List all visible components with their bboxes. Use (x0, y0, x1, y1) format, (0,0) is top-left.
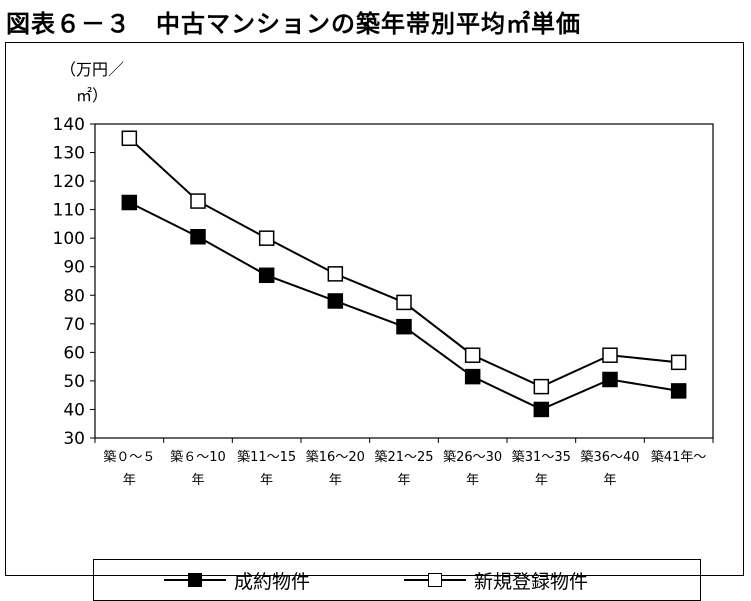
x-tick-label: 築41年～ (651, 450, 707, 465)
x-tick-label-suffix: 年 (329, 473, 342, 488)
open-square-data-point (670, 354, 687, 371)
x-tick-label: 築21～25 (374, 450, 433, 465)
chart-frame: （万円／ ㎡） 30 40 50 60 70 80 90 100 110 120 130 140 築０… (5, 42, 744, 601)
legend-label-new-listing: 新規登録物件 (474, 570, 589, 593)
x-tick-label-suffix: 年 (466, 473, 479, 488)
x-tick-label: 築31～35 (512, 450, 571, 465)
x-tick-label-suffix: 年 (123, 473, 136, 488)
open-square-data-point (121, 130, 138, 147)
y-tick-label: 30 (63, 429, 85, 449)
filled-square-data-point (121, 194, 138, 211)
x-tick-label-suffix: 年 (535, 473, 548, 488)
chart-legend: 成約物件 新規登録物件 (93, 559, 701, 601)
open-square-data-point (602, 347, 618, 363)
open-square-data-point (327, 266, 344, 282)
filled-square-data-point (190, 229, 206, 245)
y-tick-label: 110 (53, 201, 85, 221)
legend-line-contracted (164, 570, 226, 590)
open-square-data-point (258, 230, 275, 246)
open-square-data-point (190, 193, 206, 209)
y-tick-label: 70 (63, 315, 85, 335)
filled-square-data-point (602, 371, 618, 388)
x-tick-label: 築０～５ (103, 450, 155, 465)
x-tick-label: 築16～20 (306, 450, 365, 465)
legend-line-new-listing (404, 570, 466, 590)
y-tick-label: 140 (53, 115, 85, 135)
filled-square-data-point (327, 293, 344, 309)
chart-title: 図表６－３ 中古マンションの築年帯別平均㎡単価 (6, 10, 581, 38)
legend-item-contracted: 成約物件 (164, 560, 310, 600)
legend-label-contracted: 成約物件 (234, 570, 311, 593)
filled-square-data-point (533, 401, 550, 418)
y-tick-label: 40 (63, 400, 85, 420)
x-tick-label: 築36～40 (580, 450, 639, 465)
open-square-data-point (464, 347, 481, 363)
filled-square-data-point (464, 368, 481, 385)
x-tick-label-suffix: 年 (603, 473, 616, 488)
filled-square-data-point (670, 383, 687, 399)
chart-svg: （万円／ ㎡） 30 40 50 60 70 80 90 100 110 120 130 140 築０… (53, 60, 714, 488)
y-tick-label: 80 (63, 286, 85, 306)
y-tick-label: 50 (63, 372, 85, 392)
open-square-marker-icon (428, 573, 442, 587)
filled-square-data-point (258, 267, 275, 284)
x-tick-label: 築６～10 (170, 450, 226, 465)
y-tick-label: 120 (53, 172, 85, 192)
y-tick-label: 130 (53, 144, 85, 164)
x-tick-label-suffix: 年 (260, 473, 273, 488)
x-tick-label-suffix: 年 (191, 473, 204, 488)
open-square-data-point (396, 294, 412, 311)
y-tick-label: 100 (53, 229, 85, 249)
x-tick-label: 築11～15 (237, 450, 296, 465)
plot-area-border (94, 123, 714, 439)
y-axis-label-line2: ㎡） (76, 86, 108, 105)
y-tick-label: 60 (63, 343, 85, 363)
filled-square-marker-icon (188, 573, 202, 587)
legend-item-new-listing: 新規登録物件 (404, 560, 588, 600)
x-tick-label: 築26～30 (443, 450, 502, 465)
filled-square-data-point (396, 318, 412, 335)
open-square-data-point (533, 378, 550, 395)
y-axis-label-line1: （万円／ (60, 60, 124, 79)
x-tick-label-suffix: 年 (397, 473, 410, 488)
series-line-1 (128, 137, 679, 388)
y-tick-label: 90 (63, 258, 85, 278)
